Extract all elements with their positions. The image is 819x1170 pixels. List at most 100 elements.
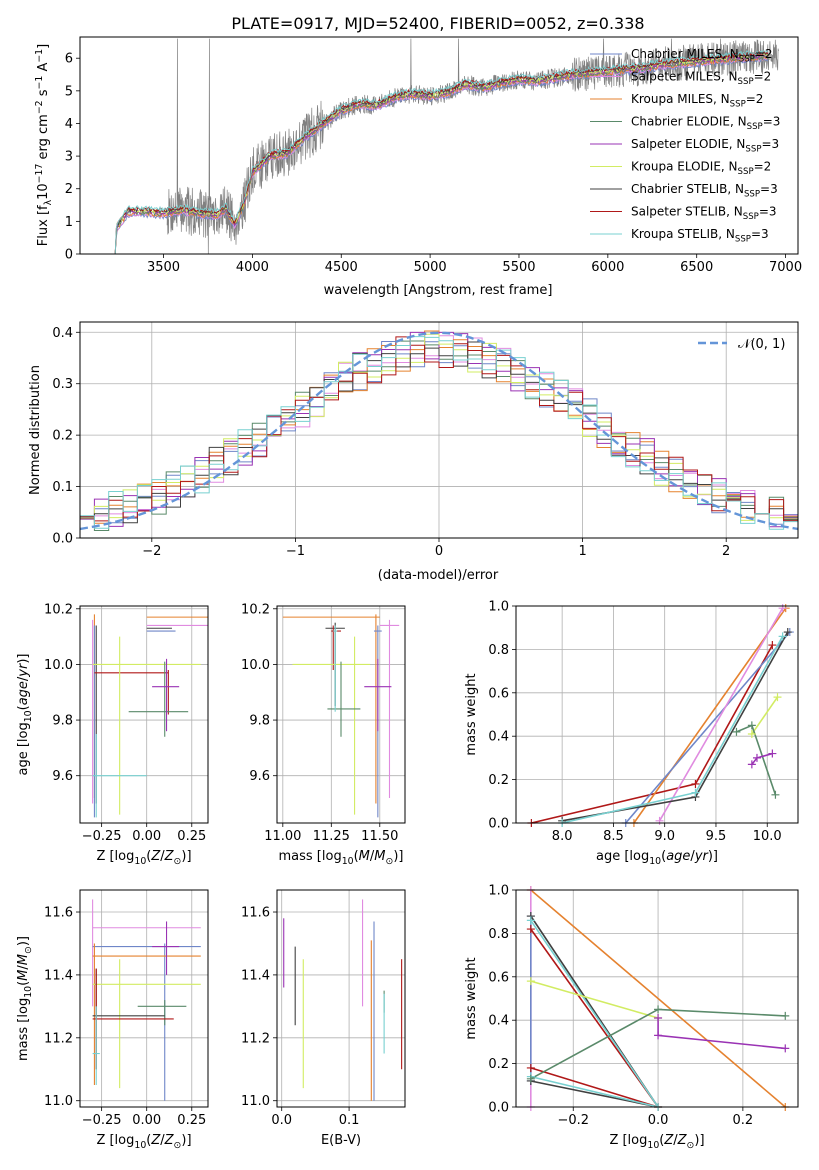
x-tick-label: 11.00: [264, 829, 301, 844]
y-tick-label: 9.8: [249, 714, 270, 729]
y-tick-label: 1: [65, 215, 73, 230]
y-tick-label: 0.2: [52, 429, 73, 444]
axes-frame: [276, 605, 406, 824]
mass-weight-marker: [526, 977, 535, 986]
y-tick-label: 0.2: [488, 1057, 509, 1072]
model-spectrum-line: [112, 54, 769, 254]
x-tick-label: 0.1: [339, 1113, 360, 1128]
y-tick-label: 9.6: [52, 769, 73, 784]
plot-area: [282, 614, 400, 818]
mass-weight-line: [751, 696, 779, 735]
normal-distribution-curve: [80, 331, 798, 531]
y-axis-label: Flux [fλ10−17 erg cm−2 s−1 A−1]: [34, 44, 54, 246]
x-tick-label: −1: [286, 544, 305, 559]
mass-weight-marker: [773, 693, 782, 702]
mass-weight-marker: [747, 760, 756, 769]
legend-label: Kroupa STELIB, NSSP=3: [631, 227, 769, 245]
mass-weight-line: [530, 980, 659, 1019]
plot-area: [112, 38, 779, 254]
x-tick-label: 8.0: [552, 829, 573, 844]
y-tick-label: 0.3: [52, 377, 73, 392]
x-axis-label: Z [log10(Z/Z⊙)]: [96, 1133, 191, 1151]
plot-area: [531, 607, 791, 823]
x-tick-label: 5500: [502, 260, 535, 275]
y-tick-label: 0.8: [488, 927, 509, 942]
y-tick-label: 10.0: [44, 658, 73, 673]
x-axis-label: wavelength [Angstrom, rest frame]: [324, 283, 553, 298]
y-tick-label: 0: [65, 248, 73, 263]
y-tick-label: 0.0: [488, 817, 509, 832]
y-axis-label: mass weight: [464, 673, 479, 755]
legend-label: Chabrier STELIB, NSSP=3: [631, 182, 778, 200]
axes-frame: [79, 36, 799, 255]
mass-weight-marker: [752, 753, 761, 762]
x-tick-label: −0.25: [82, 1113, 122, 1128]
mass-weight-marker: [526, 916, 535, 925]
mass-weight-marker: [654, 1014, 663, 1023]
x-tick-label: 0.25: [177, 829, 206, 844]
x-tick-label: 1: [578, 544, 586, 559]
legend-label: Chabrier MILES, NSSP=2: [631, 47, 773, 65]
mass-weight-marker: [654, 1005, 663, 1014]
x-tick-label: 11.50: [361, 829, 398, 844]
x-axis-label: mass [log10(M/M⊙)]: [279, 849, 404, 867]
mass-vs-metallicity-plot: −0.25 0.00 0.25 11.0 11.2 11.4 11.6 Z [log10(Z/…: [16, 889, 209, 1151]
mass-weight-marker: [747, 730, 756, 739]
y-tick-label: 1.0: [488, 884, 509, 899]
mass-weight-marker: [771, 790, 780, 799]
x-axis-label: Z [log10(Z/Z⊙)]: [96, 849, 191, 867]
y-tick-label: 0.4: [52, 326, 73, 341]
mass-weight-vs-age-plot: 8.0 8.5 9.0 9.5 10.0 0.0 0.2 0.4 0.6 0.8 1.0 age [l…: [464, 600, 799, 867]
mass-weight-marker: [783, 628, 792, 637]
y-tick-label: 0.0: [52, 532, 73, 547]
mass-weight-marker: [778, 632, 787, 641]
plot-area: [80, 330, 798, 531]
x-tick-label: 9.0: [654, 829, 675, 844]
y-tick-label: 11.6: [44, 906, 73, 921]
y-tick-label: 1.0: [488, 600, 509, 615]
mass-weight-line: [561, 631, 789, 822]
x-tick-label: 3500: [147, 260, 180, 275]
x-tick-label: 0.2: [733, 1113, 754, 1128]
y-axis-label: age [log10(age/yr)]: [16, 653, 34, 775]
y-tick-label: 11.4: [241, 968, 270, 983]
mass-weight-line: [625, 631, 791, 823]
x-tick-label: 0.0: [648, 1113, 669, 1128]
residual-histogram-step: [80, 336, 798, 530]
legend-label: Salpeter ELODIE, NSSP=3: [631, 137, 779, 155]
y-tick-label: 0.0: [488, 1101, 509, 1116]
x-tick-label: 0.00: [132, 829, 161, 844]
y-tick-label: 0.6: [488, 686, 509, 701]
x-tick-label: −0.2: [557, 1113, 589, 1128]
x-tick-label: −2: [142, 544, 161, 559]
y-tick-label: 11.4: [44, 968, 73, 983]
model-spectrum-line: [112, 53, 768, 254]
mass-weight-marker: [691, 779, 700, 788]
mass-weight-line: [530, 919, 660, 1107]
x-tick-label: 10.0: [753, 829, 782, 844]
axes-frame: [79, 605, 209, 824]
mass-weight-marker: [768, 641, 777, 650]
axes-frame: [515, 889, 799, 1108]
age-vs-metallicity-plot: −0.25 0.00 0.25 9.6 9.8 10.0 10.2 Z [log10(Z/Z⊙…: [16, 602, 209, 867]
y-tick-label: 10.2: [241, 602, 270, 617]
y-tick-label: 0.8: [488, 643, 509, 658]
y-tick-label: 3: [65, 150, 73, 165]
mass-weight-marker: [781, 1044, 790, 1053]
legend-label: Salpeter MILES, NSSP=2: [631, 70, 771, 88]
model-spectrum-line: [112, 53, 769, 254]
y-tick-label: 0.4: [488, 1014, 509, 1029]
y-tick-label: 0.4: [488, 730, 509, 745]
x-tick-label: 7000: [769, 260, 802, 275]
mass-vs-ebv-plot: 0.0 0.1 11.0 11.2 11.4 11.6 E(B-V): [241, 889, 406, 1148]
x-axis-label: age [log10(age/yr)]: [596, 849, 718, 867]
plot-area: [92, 614, 208, 818]
axes-frame: [79, 889, 209, 1108]
y-tick-label: 10.0: [241, 658, 270, 673]
legend-label: Salpeter STELIB, NSSP=3: [631, 205, 777, 223]
y-tick-label: 9.6: [249, 769, 270, 784]
y-tick-label: 6: [65, 52, 73, 67]
mass-weight-line: [633, 607, 787, 823]
x-tick-label: 8.5: [603, 829, 624, 844]
